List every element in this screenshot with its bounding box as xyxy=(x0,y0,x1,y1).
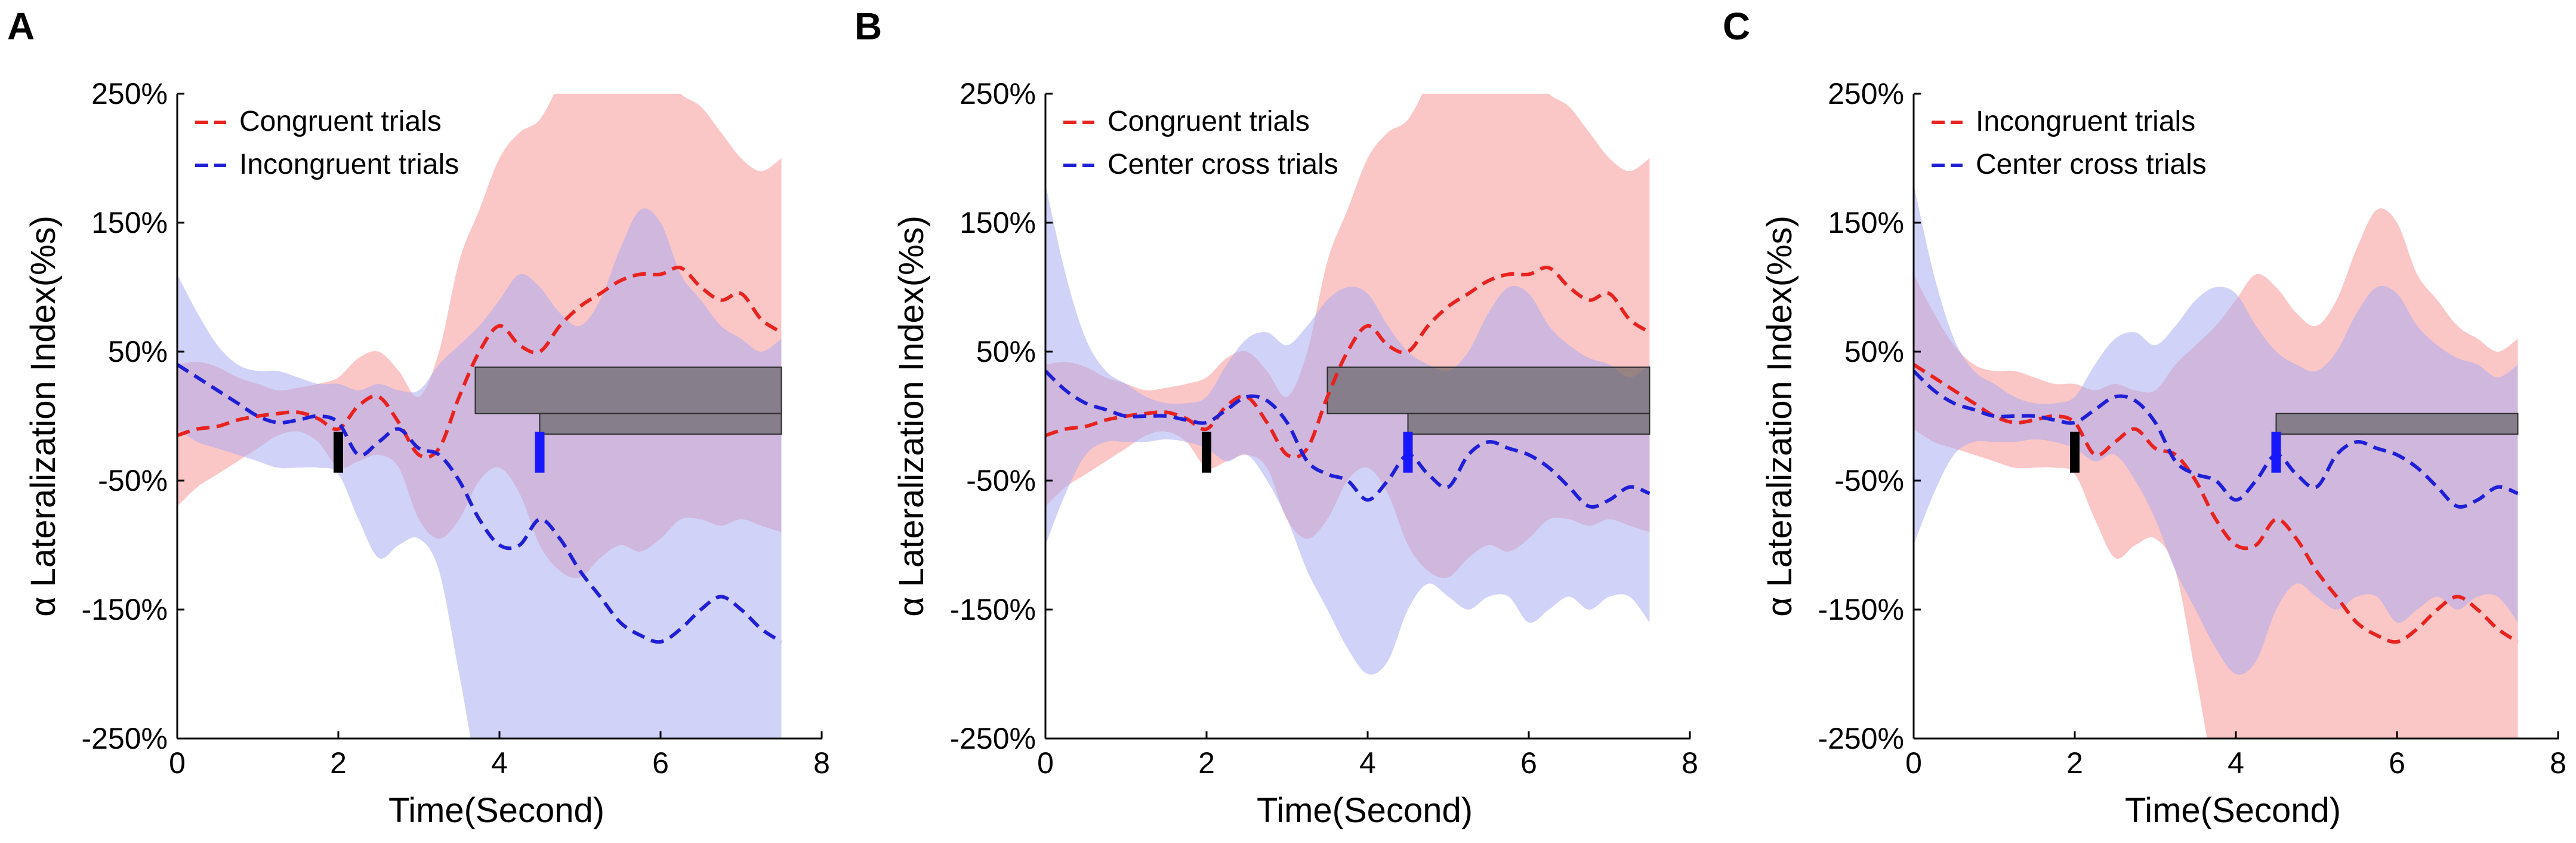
analysis-window-1 xyxy=(474,366,782,414)
x-tick-label: 0 xyxy=(1037,746,1054,780)
legend: Congruent trials Center cross trials xyxy=(1063,106,1338,180)
x-tick-label: 6 xyxy=(1520,746,1537,780)
legend-entry: Congruent trials xyxy=(239,106,442,137)
y-tick-label: -150% xyxy=(949,593,1036,626)
event-marker-2 xyxy=(535,432,545,473)
x-tick-label: 0 xyxy=(1905,746,1922,780)
series-line-2 xyxy=(1045,370,1651,509)
panel-letter: C xyxy=(1723,5,1750,48)
panel-letter: B xyxy=(854,5,882,48)
analysis-window-2 xyxy=(539,413,782,435)
legend-entry: Incongruent trials xyxy=(239,149,459,180)
x-tick-label: 4 xyxy=(2228,746,2244,780)
y-tick-label: 250% xyxy=(1828,77,1904,110)
y-tick-label: 50% xyxy=(108,335,168,368)
event-marker-1 xyxy=(1202,432,1211,473)
series-line-1 xyxy=(1045,265,1651,459)
confidence-band-2 xyxy=(177,208,782,739)
y-axis-title: α Lateralization Index(%s) xyxy=(892,216,931,617)
series-line-1 xyxy=(177,265,783,459)
x-axis-title: Time(Second) xyxy=(388,791,604,830)
y-tick-label: -150% xyxy=(1818,593,1904,626)
x-tick-label: 6 xyxy=(652,746,669,780)
event-marker-2 xyxy=(1403,432,1413,473)
legend-entry: Center cross trials xyxy=(1107,149,1338,180)
y-axis-title: α Lateralization Index(%s) xyxy=(1760,216,1799,617)
series-line-1 xyxy=(1914,363,2519,644)
confidence-band-2 xyxy=(1045,184,1650,675)
series-line-2 xyxy=(1914,370,2519,509)
y-axis-title: α Lateralization Index(%s) xyxy=(24,216,63,617)
x-tick-label: 2 xyxy=(330,746,347,780)
y-tick-label: -50% xyxy=(98,464,168,497)
panel-a: A 250% 150% 50% -50% -150% -250%0 2 4 6 8 Time(Seco… xyxy=(7,5,830,830)
panel-c: C 250% 150% 50% -50% -150% -250%0 2 4 6 8 Time(Seco… xyxy=(1723,5,2566,830)
y-tick-label: -50% xyxy=(966,464,1036,497)
event-marker-1 xyxy=(334,432,343,473)
series-line-2 xyxy=(177,363,783,644)
x-axis-title: Time(Second) xyxy=(2125,791,2341,830)
panel-b: B 250% 150% 50% -50% -150% -250%0 2 4 6 8 Time(Seco… xyxy=(854,5,1698,830)
x-tick-label: 8 xyxy=(1682,746,1698,780)
confidence-band-2 xyxy=(1914,184,2518,675)
x-tick-label: 2 xyxy=(2066,746,2083,780)
event-marker-1 xyxy=(2070,432,2080,473)
y-tick-label: 50% xyxy=(976,335,1036,368)
plot-area xyxy=(177,94,783,739)
analysis-window-1 xyxy=(2275,413,2519,435)
analysis-window-2 xyxy=(1407,413,1651,435)
panel-letter: A xyxy=(7,5,35,48)
legend-entry: Congruent trials xyxy=(1107,106,1310,137)
x-tick-label: 4 xyxy=(491,746,508,780)
plot-area xyxy=(1045,94,1651,675)
x-tick-label: 0 xyxy=(169,746,186,780)
y-tick-label: 150% xyxy=(960,206,1036,239)
y-tick-label: 50% xyxy=(1844,335,1904,368)
event-marker-2 xyxy=(2271,432,2281,473)
y-tick-label: -250% xyxy=(1818,722,1904,755)
plot-area xyxy=(1914,184,2519,739)
y-tick-label: -250% xyxy=(949,722,1036,755)
y-tick-label: 250% xyxy=(960,77,1036,110)
x-tick-label: 4 xyxy=(1359,746,1376,780)
legend: Congruent trials Incongruent trials xyxy=(195,106,459,180)
x-tick-label: 8 xyxy=(813,746,830,780)
legend-entry: Center cross trials xyxy=(1976,149,2207,180)
y-tick-label: -150% xyxy=(81,593,168,626)
legend: Incongruent trials Center cross trials xyxy=(1932,106,2207,180)
y-tick-label: 150% xyxy=(91,206,168,239)
legend-entry: Incongruent trials xyxy=(1976,106,2195,137)
x-axis-title: Time(Second) xyxy=(1257,791,1473,830)
y-tick-label: 150% xyxy=(1828,206,1904,239)
y-tick-label: -50% xyxy=(1834,464,1904,497)
y-tick-label: -250% xyxy=(81,722,168,755)
y-tick-label: 250% xyxy=(91,77,168,110)
analysis-window-1 xyxy=(1326,366,1651,414)
x-tick-label: 6 xyxy=(2389,746,2405,780)
x-tick-label: 8 xyxy=(2550,746,2566,780)
x-tick-label: 2 xyxy=(1198,746,1215,780)
